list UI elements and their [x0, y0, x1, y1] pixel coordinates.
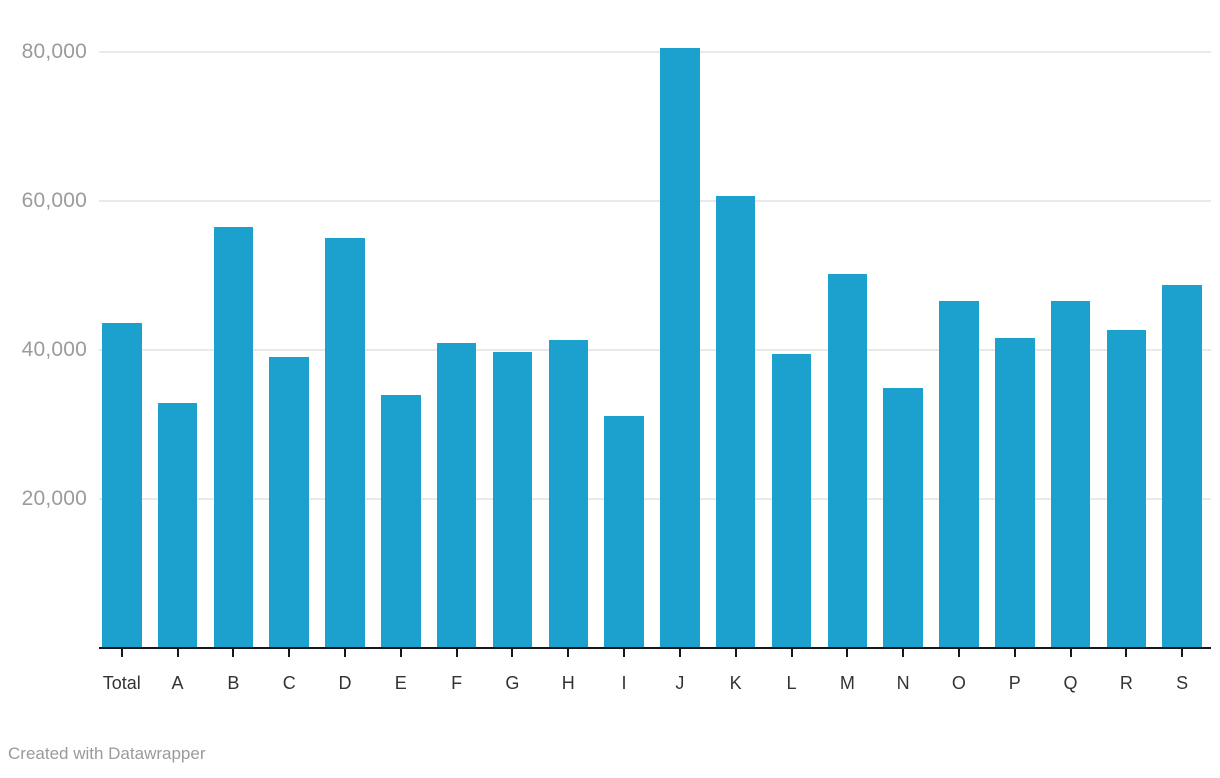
gridline-60000 [99, 200, 1211, 203]
bar-slot-n: N [883, 0, 923, 693]
y-tick-label: 40,000 [21, 338, 87, 362]
bar-slot-d: D [325, 0, 365, 693]
gridline-40000 [99, 349, 1211, 352]
x-axis-tick [734, 649, 737, 657]
x-tick-label-o: O [951, 673, 966, 693]
bar-q [1050, 300, 1091, 648]
x-axis-tick [176, 649, 179, 657]
bar-r [1106, 329, 1147, 648]
bar-slot-r: R [1106, 0, 1147, 693]
x-axis-tick [455, 649, 458, 657]
gridline-80000 [99, 51, 1211, 54]
x-axis-tick [232, 649, 235, 657]
x-tick-label-f: F [451, 673, 463, 693]
bar-slot-a: A [157, 0, 198, 693]
x-tick-label-c: C [282, 673, 296, 693]
x-tick-label-r: R [1119, 673, 1133, 693]
x-axis-tick [623, 649, 626, 657]
bar-slot-g: G [492, 0, 533, 693]
x-tick-label-h: H [561, 673, 575, 693]
bar-slot-l: L [771, 0, 812, 693]
bar-k [715, 195, 756, 648]
x-axis-tick [399, 649, 402, 657]
bar-total [102, 323, 142, 648]
bar-b [213, 227, 254, 648]
bar-slot-b: B [213, 0, 254, 693]
x-tick-label-s: S [1176, 673, 1189, 693]
bar-o [939, 300, 979, 648]
x-tick-label-a: A [171, 673, 184, 693]
y-tick-label: 60,000 [21, 189, 87, 213]
x-axis-tick [957, 649, 960, 657]
bar-a [157, 402, 198, 648]
bar-d [325, 237, 365, 648]
x-axis-tick [1069, 649, 1072, 657]
footer-credit[interactable]: Created with Datawrapper [8, 744, 206, 763]
bars-layer: Total A B C D E F G H I J K L M N O P Q R S [102, 0, 1202, 693]
bar-slot-c: C [269, 0, 309, 693]
plot-area: 20,000 40,000 60,000 80,000 Total A B C D E F G H I J… [21, 0, 1211, 693]
x-tick-label-d: D [338, 673, 352, 693]
x-tick-label-b: B [227, 673, 240, 693]
bar-g [492, 352, 533, 648]
x-tick-label-i: I [621, 673, 627, 693]
bar-slot-h: H [548, 0, 588, 693]
bar-slot-q: Q [1050, 0, 1091, 693]
bar-slot-s: S [1162, 0, 1202, 693]
bar-slot-i: I [604, 0, 644, 693]
bar-j [660, 47, 700, 648]
y-tick-label: 80,000 [21, 40, 87, 64]
x-tick-label-g: G [505, 673, 520, 693]
x-axis-tick [1181, 649, 1184, 657]
x-axis-tick [344, 649, 346, 657]
x-tick-label-k: K [729, 673, 742, 693]
x-tick-label-e: E [394, 673, 407, 693]
bar-slot-f: F [436, 0, 477, 693]
bar-slot-j: J [660, 0, 700, 693]
bar-e [381, 394, 421, 648]
x-tick-label-l: L [786, 673, 797, 693]
bar-slot-p: P [995, 0, 1035, 693]
bar-slot-total: Total [102, 0, 142, 693]
x-axis-tick [846, 649, 849, 657]
bar-p [995, 338, 1035, 648]
bar-n [883, 388, 923, 648]
x-tick-label-p: P [1008, 673, 1021, 693]
x-tick-label-j: J [675, 673, 685, 693]
x-tick-label-n: N [896, 673, 910, 693]
bar-slot-o: O [939, 0, 979, 693]
x-axis-tick [120, 649, 123, 657]
x-axis-tick [678, 649, 681, 657]
x-tick-label-m: M [839, 673, 855, 693]
x-axis-tick [1013, 649, 1016, 657]
bar-slot-k: K [715, 0, 756, 693]
x-axis-tick [511, 649, 514, 657]
y-tick-label: 20,000 [21, 487, 87, 511]
bar-m [827, 274, 868, 648]
x-axis-tick [902, 649, 905, 657]
x-axis-line [99, 647, 1211, 649]
x-axis-tick [790, 649, 793, 657]
x-axis-tick [288, 649, 291, 657]
bar-i [604, 415, 644, 648]
x-axis-tick [567, 649, 570, 657]
bar-l [771, 353, 812, 648]
bar-s [1162, 285, 1202, 648]
x-tick-label-total: Total [102, 673, 141, 693]
bar-h [548, 340, 588, 648]
bar-slot-m: M [827, 0, 868, 693]
x-tick-label-q: Q [1063, 673, 1078, 693]
x-axis-tick [1125, 649, 1128, 657]
bar-f [436, 342, 477, 648]
bar-c [269, 356, 309, 648]
gridline-20000 [99, 498, 1211, 501]
bar-slot-e: E [381, 0, 421, 693]
